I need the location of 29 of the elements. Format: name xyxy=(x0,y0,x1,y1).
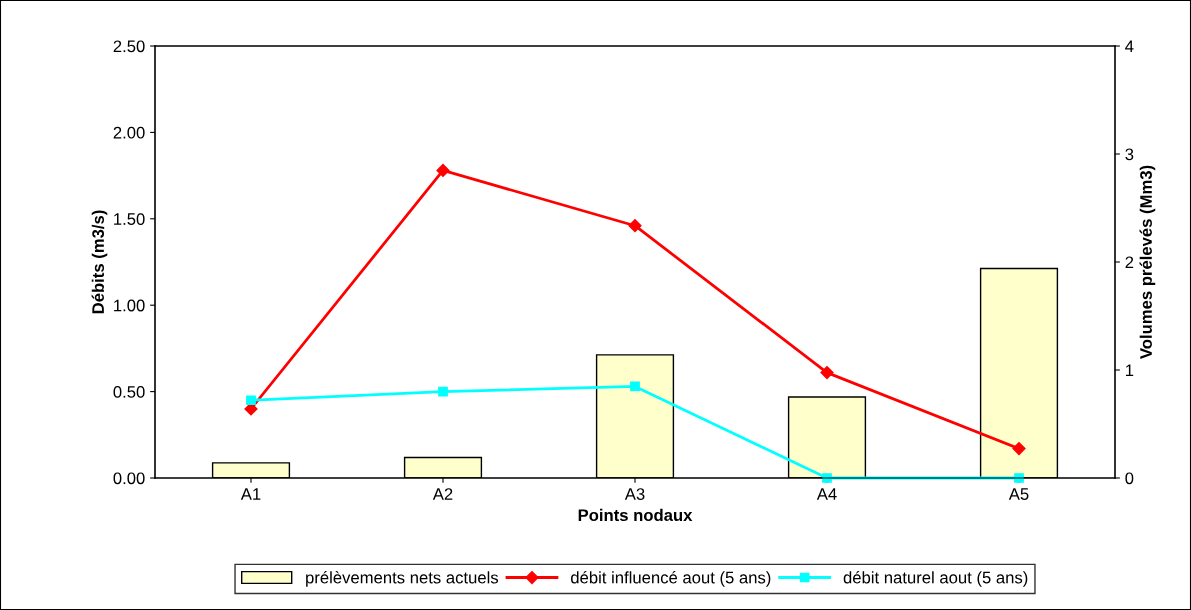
y-tick-label: 1.50 xyxy=(114,213,145,225)
point xyxy=(820,366,834,380)
point xyxy=(628,219,642,233)
point xyxy=(436,163,450,178)
point xyxy=(246,395,256,406)
y2-tick-label: 3 xyxy=(1125,148,1134,161)
y2-tick-label: 4 xyxy=(1125,40,1134,53)
y2-axis-title: Volumes prélevés (Mm3) xyxy=(1139,165,1156,359)
legend-label: prélèvements nets actuels xyxy=(306,571,499,587)
y-tick-label: 0.00 xyxy=(113,472,145,485)
y-axis-title: Débits (m3/s) xyxy=(91,210,108,314)
y-tick-label: 2.50 xyxy=(113,40,145,53)
x-axis-title: Points nodaux xyxy=(578,508,693,522)
legend-label: débit influencé aout (5 ans) xyxy=(571,571,771,587)
y2-tick-label: 2 xyxy=(1125,256,1134,269)
y2-tick-label: 0 xyxy=(1125,472,1134,485)
x-tick-label: A4 xyxy=(816,488,837,500)
point xyxy=(1012,442,1026,456)
x-tick-label: A2 xyxy=(432,488,453,500)
point xyxy=(438,386,448,397)
x-tick-label: A3 xyxy=(624,488,645,500)
legend-label: débit naturel aout (5 ans) xyxy=(843,571,1028,587)
point xyxy=(630,381,640,392)
x-tick-label: A5 xyxy=(1008,488,1029,500)
y-tick-label: 1.00 xyxy=(114,299,145,312)
y2-tick-label: 1 xyxy=(1125,364,1134,377)
y-tick-label: 0.50 xyxy=(113,386,145,398)
y-tick-label: 2.00 xyxy=(113,126,145,139)
x-tick-label: A1 xyxy=(240,488,261,500)
